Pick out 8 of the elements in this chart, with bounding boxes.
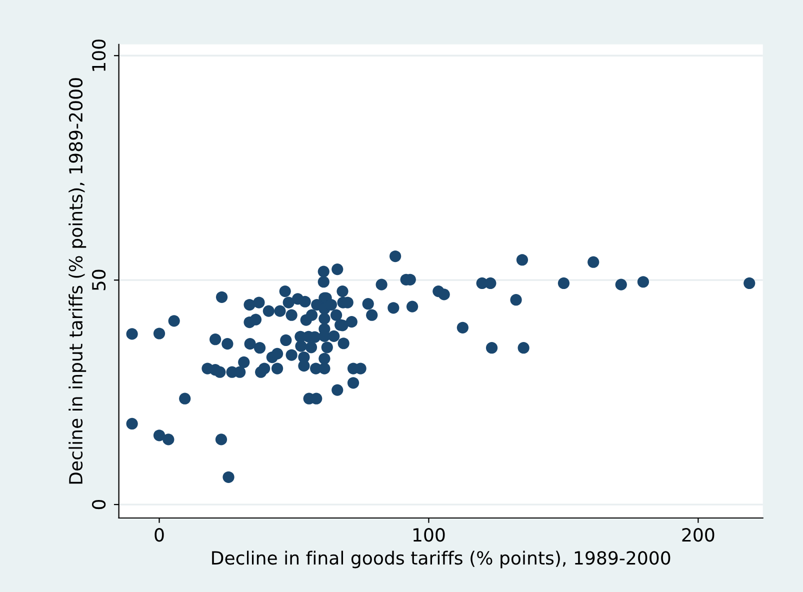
x-tick-label: 200: [682, 528, 714, 542]
y-tick-label: 50: [92, 270, 106, 290]
y-axis-title: Decline in input tariffs (% points), 1989-2000: [68, 78, 86, 484]
x-tick-label: 0: [154, 528, 164, 542]
x-tick-label: 100: [413, 528, 445, 542]
y-tick-label: 100: [92, 40, 106, 71]
x-axis-title: Decline in final goods tariffs (% points), 1989-2000: [212, 550, 670, 568]
y-tick-label: 0: [92, 500, 106, 510]
